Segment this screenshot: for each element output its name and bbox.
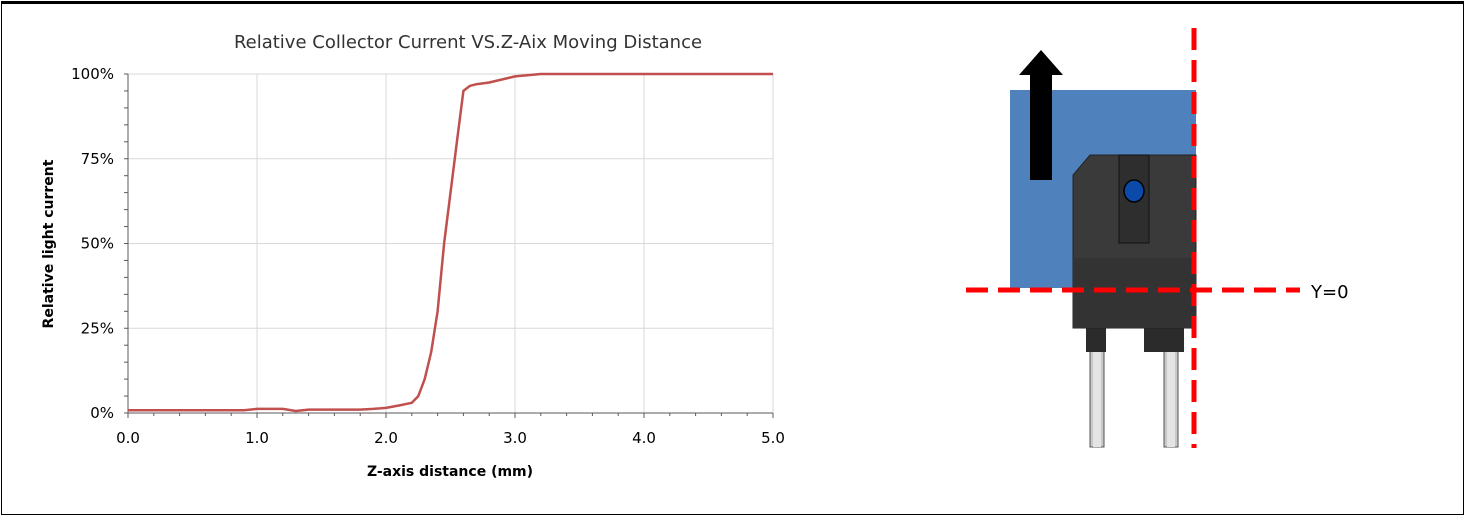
sensor-pin-left-highlight — [1093, 327, 1101, 447]
series-line — [128, 72, 773, 413]
x-tick-label: 2.0 — [374, 429, 398, 447]
x-axis-label: Z-axis distance (mm) — [367, 464, 533, 480]
x-tick-label: 3.0 — [503, 429, 527, 447]
y-axis-label: Relative light current — [41, 159, 57, 328]
x-tick-label: 5.0 — [761, 429, 785, 447]
y-tick-label: 50% — [81, 235, 114, 253]
pin-collar-right — [1144, 326, 1184, 352]
y-tick-label: 75% — [81, 150, 114, 168]
up-arrow-icon — [1019, 50, 1063, 180]
chart: 0.0 1.0 2.0 3.0 4.0 5.0 0% 25% 50% 75% 100% Relativ… — [41, 32, 785, 480]
sensor-pin-right-highlight — [1167, 327, 1175, 447]
y-tick-label: 0% — [90, 404, 114, 422]
x-tick-label: 4.0 — [632, 429, 656, 447]
chart-title: Relative Collector Current VS.Z-Aix Movi… — [234, 32, 702, 53]
y-zero-label: Y=0 — [1310, 282, 1349, 303]
sensor-body-lower — [1073, 258, 1196, 328]
pin-collar-left — [1086, 326, 1106, 352]
x-tick-label: 1.0 — [245, 429, 269, 447]
y-tick-label: 25% — [81, 319, 114, 337]
sensor-lens — [1123, 179, 1145, 203]
x-tick-label: 0.0 — [116, 429, 140, 447]
y-tick-label: 100% — [71, 65, 114, 83]
